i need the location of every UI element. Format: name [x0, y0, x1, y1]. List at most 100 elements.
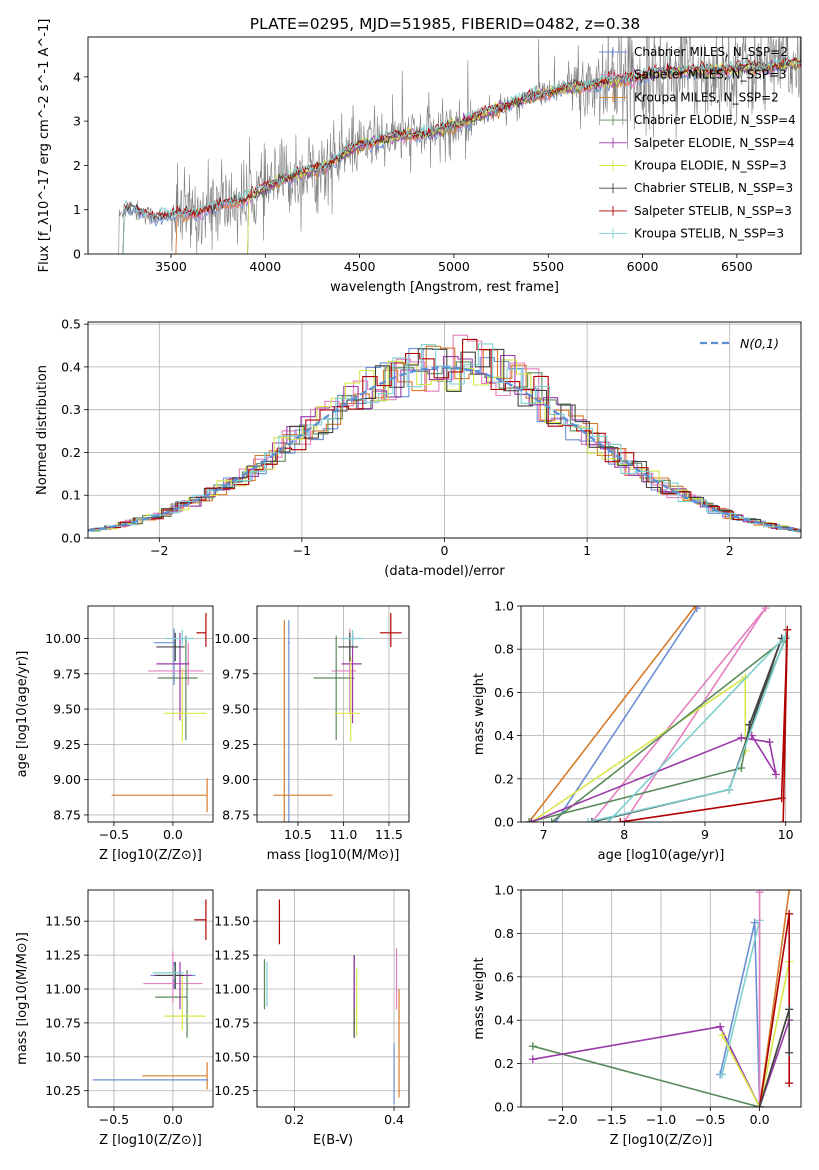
- axes-frame: [520, 605, 802, 823]
- plot-area: [528, 890, 794, 1107]
- y-tick-label: 9.50: [53, 702, 81, 717]
- weight-marker: [718, 1070, 727, 1079]
- y-tick-label: 0.2: [494, 771, 514, 786]
- y-tick-label: 10.50: [45, 1049, 81, 1064]
- x-tick-label: 0.0: [163, 1112, 183, 1127]
- weight-marker: [779, 818, 788, 822]
- x-tick-label: 4500: [344, 259, 376, 274]
- normal-curve: [88, 366, 801, 532]
- x-tick-label: 5000: [438, 259, 470, 274]
- weight-marker: [691, 606, 700, 610]
- legend-label: Salpeter MILES, N_SSP=3: [634, 68, 787, 82]
- weight-marker: [527, 818, 536, 822]
- x-axis-label: (data-model)/error: [384, 564, 505, 579]
- weight-marker: [528, 1042, 537, 1051]
- x-tick-label: 9: [701, 827, 709, 842]
- y-tick-label: 0.0: [494, 1100, 514, 1115]
- errorbar-point-chabrier-elodie: [313, 635, 355, 741]
- y-tick-label: 0.5: [61, 317, 81, 332]
- y-tick-label: 4: [73, 69, 81, 84]
- y-tick-label: 0.8: [494, 642, 514, 657]
- weight-marker: [785, 890, 794, 894]
- errorbar-point-salpeter-elodie: [341, 632, 362, 724]
- y-tick-label: 10.75: [214, 1015, 250, 1030]
- mass-vs-metallicity-panel: −0.5 0.0 10.25 10.50 10.75 11.00 11.25 11.50 Z […: [15, 889, 214, 1148]
- weight-marker: [765, 738, 774, 747]
- y-tick-label: 9.50: [222, 702, 250, 717]
- y-tick-label: 0.4: [494, 728, 514, 743]
- legend-label: Kroupa MILES, N_SSP=2: [634, 90, 779, 104]
- weight-line-chabrier-miles: [555, 607, 698, 822]
- legend-label: Chabrier STELIB, N_SSP=3: [634, 181, 793, 195]
- errorbar-point-kroupa-elodie: [163, 668, 208, 742]
- x-axis-label: Z [log10(Z/Z⊙)]: [99, 1133, 202, 1148]
- y-tick-label: 0.3: [61, 402, 81, 417]
- weight-marker: [755, 1103, 764, 1107]
- x-tick-label: −0.5: [695, 1112, 725, 1127]
- legend-label: Kroupa ELODIE, N_SSP=3: [634, 159, 787, 173]
- errorbar-point-salpeter-miles: [143, 951, 203, 1003]
- x-tick-label: 5500: [532, 259, 564, 274]
- x-tick-label: −1: [293, 543, 311, 558]
- errorbar-point-kroupa-miles: [142, 1062, 208, 1090]
- y-tick-label: 0.2: [494, 1056, 514, 1071]
- x-tick-label: −1.5: [597, 1112, 627, 1127]
- weight-marker: [750, 918, 759, 927]
- weight-marker: [737, 764, 746, 772]
- y-tick-label: 10.00: [45, 631, 81, 646]
- x-axis-label: E(B-V): [313, 1133, 353, 1148]
- x-tick-label: −1.0: [646, 1112, 676, 1127]
- weight-marker: [588, 818, 597, 822]
- residuals-panel: −2 −1 0 1 2 0.0 0.1 0.2 0.3 0.4 0.5 (data-model)/er…: [35, 317, 802, 579]
- x-tick-label: 10.5: [284, 827, 312, 842]
- y-tick-label: 10.50: [214, 1049, 250, 1064]
- y-tick-label: 1: [73, 202, 81, 217]
- axes-frame: [256, 605, 410, 823]
- spectrum-title: PLATE=0295, MJD=51985, FIBERID=0482, z=0…: [250, 15, 640, 33]
- errorbar-point-kroupa-stelib: [152, 965, 184, 980]
- weight-marker: [785, 1079, 794, 1088]
- weight-marker: [777, 794, 786, 803]
- y-tick-label: 8.75: [53, 807, 81, 822]
- x-tick-label: 6000: [627, 259, 659, 274]
- axes-frame: [87, 605, 214, 823]
- weight-marker: [771, 770, 780, 779]
- x-tick-label: 1: [583, 543, 591, 558]
- y-tick-label: 10.00: [214, 631, 250, 646]
- y-tick-label: 0.6: [494, 969, 514, 984]
- weight-marker: [737, 733, 746, 742]
- y-tick-label: 9.75: [53, 666, 81, 681]
- x-tick-label: −2.0: [547, 1112, 577, 1127]
- y-axis-label: mass [log10(M/M⊙)]: [15, 932, 30, 1065]
- legend-label: Salpeter STELIB, N_SSP=3: [634, 204, 792, 218]
- x-tick-label: 0: [441, 543, 449, 558]
- x-axis-label: wavelength [Angstrom, rest frame]: [330, 280, 559, 295]
- plot-area: [88, 334, 801, 533]
- y-tick-label: 11.00: [214, 982, 250, 997]
- errorbar-point-chabrier-stelib: [156, 961, 185, 990]
- weight-line-salpeter-elodie: [532, 1019, 790, 1107]
- y-axis-label: mass weight: [472, 957, 487, 1039]
- y-tick-label: 10.75: [45, 1015, 81, 1030]
- x-tick-label: −2: [150, 543, 168, 558]
- x-axis-label: mass [log10(M/M⊙)]: [267, 848, 400, 863]
- age-vs-mass-panel: 10.5 11.0 11.5 8.75 9.00 9.25 9.50 9.75 10.00 mas…: [214, 605, 410, 863]
- x-tick-label: −0.5: [99, 827, 129, 842]
- axes-frame: [87, 889, 214, 1108]
- y-tick-label: 9.00: [53, 772, 81, 787]
- y-tick-label: 0: [73, 247, 81, 262]
- x-tick-label: 0.2: [284, 1112, 304, 1127]
- x-tick-label: 0.4: [384, 1112, 404, 1127]
- x-axis-label: Z [log10(Z/Z⊙)]: [610, 1133, 713, 1148]
- errorbar-point-kroupa-miles: [111, 778, 208, 813]
- histogram-salpeter-elodie: [88, 354, 801, 533]
- y-tick-label: 9.25: [222, 737, 250, 752]
- spectrum-model-line-kroupa-stelib: [122, 55, 801, 254]
- weight-marker: [716, 1022, 725, 1031]
- mass-vs-ebv-panel: 0.2 0.4 10.25 10.50 10.75 11.00 11.25 11.50 E(B-…: [214, 889, 410, 1148]
- plot-area: [525, 606, 792, 822]
- x-tick-label: 0.0: [750, 1112, 770, 1127]
- errorbar-point-kroupa-elodie: [164, 975, 206, 1030]
- weight-marker: [718, 1031, 727, 1040]
- y-tick-label: 1.0: [494, 599, 514, 614]
